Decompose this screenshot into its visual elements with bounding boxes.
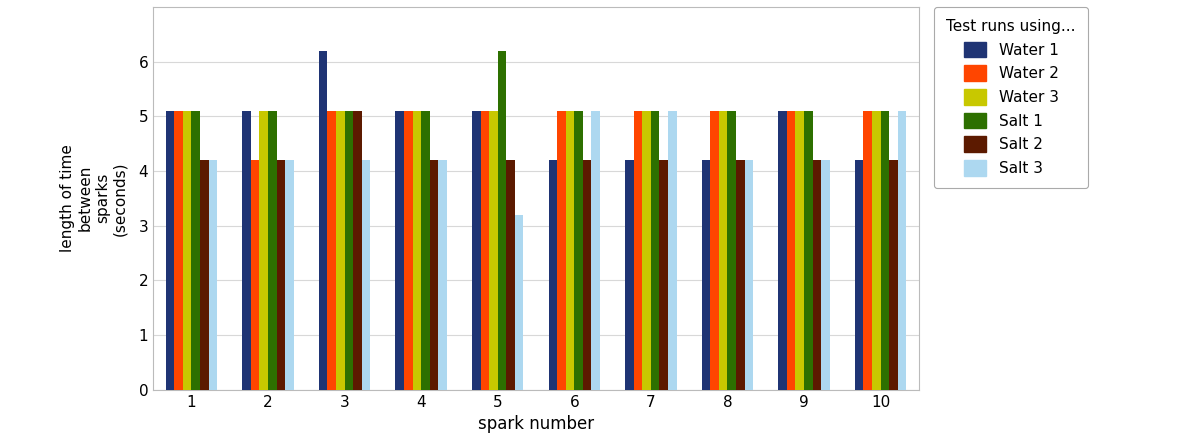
Bar [344,111,353,390]
Bar [710,111,719,390]
Bar [660,160,668,390]
Bar [634,111,642,390]
Bar [889,160,898,390]
Bar [795,111,803,390]
Bar [642,111,650,390]
Bar [191,111,200,390]
X-axis label: spark number: spark number [478,415,594,433]
Bar [549,160,557,390]
Bar [557,111,565,390]
Bar [183,111,191,390]
Bar [472,111,481,390]
Bar [855,160,863,390]
Bar [787,111,795,390]
Bar [362,160,370,390]
Bar [898,111,906,390]
Bar [779,111,787,390]
Bar [353,111,362,390]
Bar [327,111,336,390]
Bar [583,160,591,390]
Bar [650,111,660,390]
Bar [497,51,507,390]
Legend: Water 1, Water 2, Water 3, Salt 1, Salt 2, Salt 3: Water 1, Water 2, Water 3, Salt 1, Salt … [934,7,1088,188]
Bar [744,160,753,390]
Bar [803,111,813,390]
Bar [668,111,676,390]
Bar [243,111,251,390]
Bar [575,111,583,390]
Bar [430,160,438,390]
Bar [438,160,446,390]
Y-axis label: length of time
between
sparks
(seconds): length of time between sparks (seconds) [60,144,127,252]
Bar [626,160,634,390]
Bar [727,111,736,390]
Bar [251,160,259,390]
Bar [285,160,293,390]
Bar [277,160,285,390]
Bar [736,160,744,390]
Bar [259,111,269,390]
Bar [489,111,498,390]
Bar [209,160,217,390]
Bar [881,111,889,390]
Bar [515,215,523,390]
Bar [872,111,880,390]
Bar [719,111,727,390]
Bar [813,160,821,390]
Bar [200,160,209,390]
Bar [336,111,344,390]
Bar [821,160,829,390]
Bar [422,111,430,390]
Bar [412,111,422,390]
Bar [166,111,174,390]
Bar [863,111,872,390]
Bar [591,111,600,390]
Bar [174,111,183,390]
Bar [319,51,327,390]
Bar [396,111,404,390]
Bar [507,160,515,390]
Bar [404,111,412,390]
Bar [481,111,489,390]
Bar [702,160,710,390]
Bar [565,111,575,390]
Bar [269,111,277,390]
